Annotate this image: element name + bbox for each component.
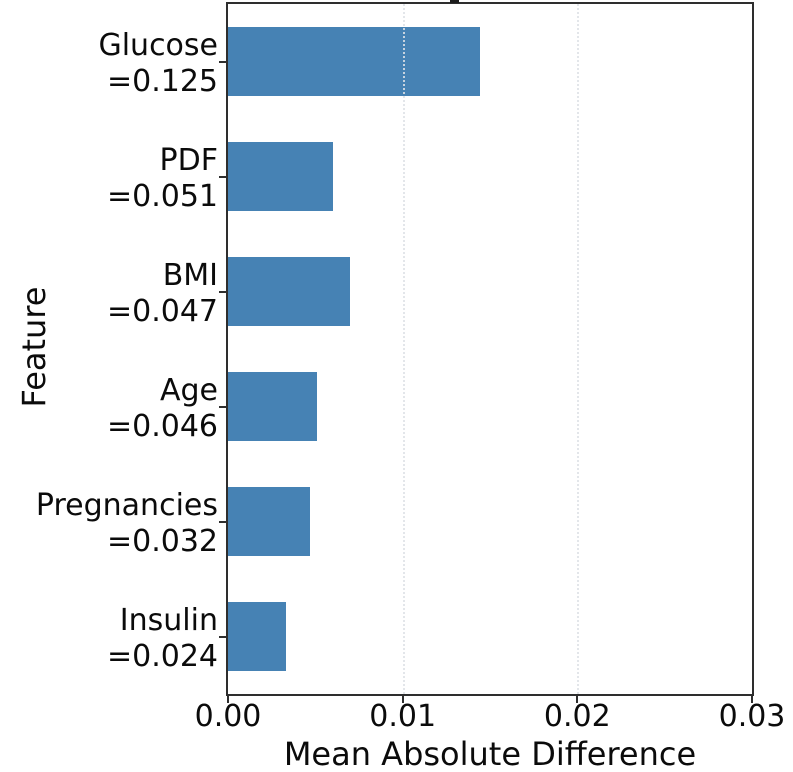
bar-pregnancies — [228, 487, 311, 556]
cropped-title-mark — [450, 0, 459, 3]
category-importance-value: =0.047 — [106, 293, 218, 329]
gridline-0.02 — [577, 4, 580, 694]
x-tick-0.03 — [751, 694, 753, 703]
x-tick-0.01 — [401, 694, 404, 703]
x-tick-0.02 — [576, 694, 579, 703]
category-name: Pregnancies — [35, 487, 218, 523]
category-label-bmi: BMI =0.047 — [0, 258, 218, 330]
plot-area — [228, 4, 752, 694]
bar-bmi — [228, 257, 351, 326]
x-tick-label-0.00: 0.00 — [194, 699, 262, 734]
gridline-0.01 — [402, 4, 405, 694]
category-label-glucose: Glucose =0.125 — [0, 28, 218, 100]
category-importance-value: =0.125 — [106, 63, 218, 99]
bar-glucose — [228, 27, 480, 96]
y-tick-insulin — [219, 635, 228, 638]
x-axis-label: Mean Absolute Difference — [283, 735, 697, 772]
y-tick-pregnancies — [219, 520, 228, 523]
y-tick-bmi — [219, 290, 228, 293]
category-name: Insulin — [119, 602, 218, 638]
category-name: PDF — [159, 142, 218, 178]
y-tick-age — [219, 405, 228, 408]
bar-insulin — [228, 602, 286, 671]
category-importance-value: =0.046 — [106, 408, 218, 444]
x-tick-label-0.02: 0.02 — [543, 699, 611, 734]
category-name: Age — [159, 372, 218, 408]
y-tick-pdf — [219, 175, 228, 178]
category-importance-value: =0.024 — [106, 638, 218, 674]
y-tick-glucose — [219, 60, 228, 63]
category-label-insulin: Insulin =0.024 — [0, 603, 218, 675]
category-label-pregnancies: Pregnancies =0.032 — [0, 488, 218, 560]
category-label-pdf: PDF =0.051 — [0, 143, 218, 215]
category-label-age: Age =0.046 — [0, 373, 218, 445]
category-name: BMI — [162, 257, 218, 293]
category-importance-value: =0.051 — [106, 178, 218, 214]
x-tick-0.00 — [227, 694, 229, 703]
x-tick-label-0.01: 0.01 — [369, 699, 437, 734]
bar-pdf — [228, 142, 333, 211]
bar-age — [228, 372, 318, 441]
category-importance-value: =0.032 — [106, 523, 218, 559]
category-name: Glucose — [98, 27, 218, 63]
x-tick-label-0.03: 0.03 — [718, 699, 786, 734]
